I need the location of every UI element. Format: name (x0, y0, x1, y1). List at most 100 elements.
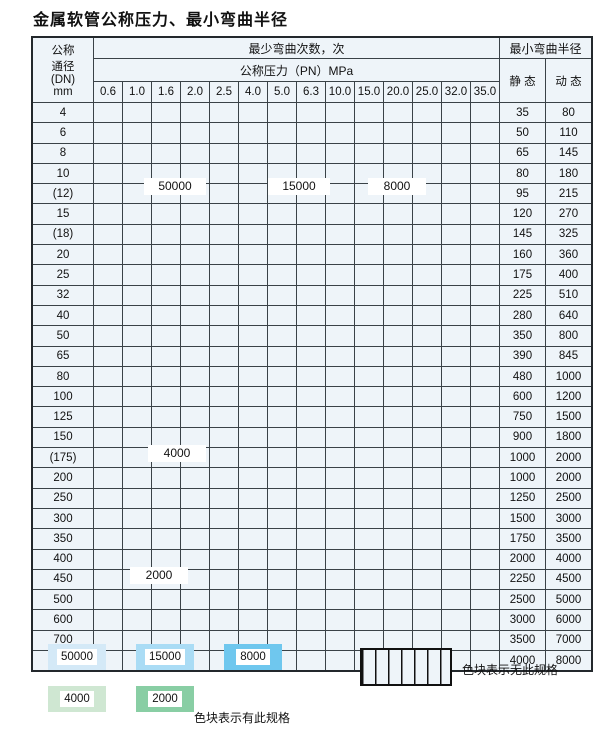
cell-hx (412, 223, 442, 246)
dynamic-radius-cell: 1200 (545, 386, 593, 408)
cell-g1 (238, 386, 268, 408)
cell-b2 (238, 345, 268, 367)
cell-g1 (122, 507, 152, 530)
cell-b2 (296, 304, 326, 327)
pressure-col-header-12: 32.0 (441, 81, 471, 103)
cell-hx (470, 162, 500, 185)
cell-hx (441, 426, 471, 449)
cell-hx (441, 345, 471, 367)
cell-b3 (383, 223, 413, 246)
cell-g1 (122, 386, 152, 408)
cell-hx (238, 528, 268, 550)
cell-b1 (209, 223, 239, 246)
table-row: 20 160 360 (31, 244, 593, 266)
pressure-col-header-9: 15.0 (354, 81, 384, 103)
table-row: 300 1500 3000 (31, 507, 593, 530)
dynamic-radius-cell: 8000 (545, 650, 593, 672)
cell-b1 (209, 162, 239, 185)
table-row: 600 3000 6000 (31, 609, 593, 631)
cell-hx (267, 467, 297, 489)
pressure-col-header-7: 6.3 (296, 81, 326, 103)
cell-b2 (267, 142, 297, 164)
cell-hx (412, 528, 442, 550)
cell-b1 (122, 203, 152, 225)
cell-hx (296, 507, 326, 530)
cell-b1 (151, 203, 181, 225)
cell-hx (296, 609, 326, 631)
grid-callout: 8000 (368, 178, 426, 195)
dn-cell: 10 (31, 162, 94, 185)
cell-hx (354, 548, 384, 570)
table-row: 100 600 1200 (31, 386, 593, 408)
cell-b3 (412, 122, 442, 144)
cell-hx (412, 264, 442, 286)
cell-b3 (354, 244, 384, 266)
cell-hx (470, 528, 500, 550)
cell-g2 (209, 528, 239, 550)
cell-hx (441, 386, 471, 408)
cell-b2 (325, 122, 355, 144)
cell-hx (441, 304, 471, 327)
cell-hx (383, 568, 413, 591)
dynamic-radius-cell: 1000 (545, 365, 593, 388)
cell-g2 (122, 609, 152, 631)
cell-hx (238, 548, 268, 570)
cell-g2 (93, 589, 123, 611)
cell-b1 (122, 244, 152, 266)
cell-b1 (122, 345, 152, 367)
cell-hx (470, 507, 500, 530)
legend-no-spec-text: 色块表示无此规格 (462, 663, 559, 677)
cell-b2 (267, 284, 297, 306)
cell-hx (296, 406, 326, 428)
pressure-col-header-8: 10.0 (325, 81, 355, 103)
cell-hx (325, 487, 355, 509)
static-radius-cell: 120 (499, 203, 546, 225)
cell-b3 (383, 122, 413, 144)
table-row: 8 65 145 (31, 142, 593, 164)
cell-b3 (412, 203, 442, 225)
cell-hx (296, 386, 326, 408)
dn-cell: 100 (31, 386, 94, 408)
cell-b2 (238, 264, 268, 286)
cell-hx (267, 589, 297, 611)
cell-b1 (180, 203, 210, 225)
cell-g1 (151, 487, 181, 509)
static-radius-cell: 80 (499, 162, 546, 185)
dn-header-line-4: mm (53, 86, 73, 98)
cell-b1 (209, 142, 239, 164)
static-radius-cell: 4000 (499, 650, 546, 672)
header-row-1: 公称 通径 (DN) mm 最少弯曲次数，次 最小弯曲半径 (31, 36, 593, 103)
dynamic-radius-cell: 325 (545, 223, 593, 246)
cell-hx (412, 304, 442, 327)
dynamic-radius-cell: 3000 (545, 507, 593, 530)
cell-hx (412, 568, 442, 591)
cell-hx (325, 589, 355, 611)
cell-hx (267, 568, 297, 591)
static-radius-cell: 2250 (499, 568, 546, 591)
cell-hx (412, 507, 442, 530)
pressure-col-header-2: 1.6 (151, 81, 181, 103)
cell-hx (412, 244, 442, 266)
cell-hx (441, 528, 471, 550)
static-radius-cell: 225 (499, 284, 546, 306)
cell-hx (325, 325, 355, 347)
header-row-3: 0.6 1.0 1.6 2.0 2.5 4.0 5.0 6.3 10.0 15.0 20.0 25.0… (32, 81, 592, 103)
cell-hx (325, 447, 355, 469)
min-radius-header: 最小弯曲半径 (499, 36, 593, 59)
cell-hx (412, 548, 442, 570)
static-radius-cell: 35 (499, 101, 546, 124)
dn-cell: 125 (31, 406, 94, 428)
cell-b2 (238, 142, 268, 164)
dynamic-radius-cell: 800 (545, 325, 593, 347)
dynamic-radius-cell: 4000 (545, 548, 593, 570)
cell-b2 (267, 304, 297, 327)
pressure-col-header-6: 5.0 (267, 81, 297, 103)
table-row: 65 390 845 (31, 345, 593, 367)
cell-b3 (354, 264, 384, 286)
cell-hx (383, 507, 413, 530)
cell-b3 (383, 101, 413, 124)
cell-hx (470, 244, 500, 266)
grid-callout: 50000 (144, 178, 206, 195)
cell-hx (354, 304, 384, 327)
table-row: 50 350 800 (31, 325, 593, 347)
